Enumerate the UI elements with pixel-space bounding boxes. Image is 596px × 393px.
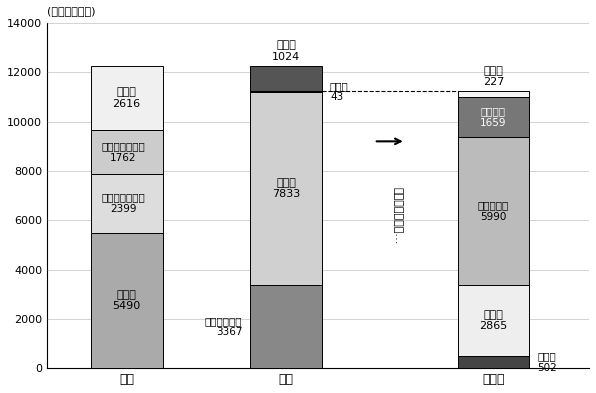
Text: (単位：百万円): (単位：百万円) xyxy=(47,6,95,16)
Text: 維持管理経費
3367: 維持管理経費 3367 xyxy=(205,316,242,338)
Bar xyxy=(458,97,529,138)
Bar xyxy=(250,92,322,285)
Text: その他
2616: その他 2616 xyxy=(113,87,141,109)
Text: 使用料
5490: 使用料 5490 xyxy=(113,290,141,311)
Text: 減価償却費
5990: 減価償却費 5990 xyxy=(478,200,509,222)
Bar xyxy=(458,356,529,368)
Text: 雨水処理負担金
2399: 雨水処理負担金 2399 xyxy=(101,193,145,214)
Bar xyxy=(458,138,529,285)
Text: 純利益
1024: 純利益 1024 xyxy=(272,40,300,62)
Text: 他会計補助金等
1762: 他会計補助金等 1762 xyxy=(101,141,145,163)
Text: 資本費
7833: 資本費 7833 xyxy=(272,178,300,199)
Bar xyxy=(250,91,322,92)
Text: 支払利息
1659: 支払利息 1659 xyxy=(480,106,507,128)
Bar xyxy=(458,91,529,97)
Text: 人件費
502: 人件費 502 xyxy=(537,351,557,373)
Bar xyxy=(91,233,163,368)
Bar xyxy=(91,130,163,174)
Bar xyxy=(250,66,322,91)
Bar xyxy=(91,174,163,233)
Text: 物件費
2865: 物件費 2865 xyxy=(479,310,508,331)
Text: その他
43: その他 43 xyxy=(330,81,349,102)
Text: 性質別にみると…: 性質別にみると… xyxy=(393,187,403,244)
Text: その他
227: その他 227 xyxy=(483,66,504,87)
Bar xyxy=(91,66,163,130)
Bar xyxy=(458,285,529,356)
Bar xyxy=(250,285,322,368)
